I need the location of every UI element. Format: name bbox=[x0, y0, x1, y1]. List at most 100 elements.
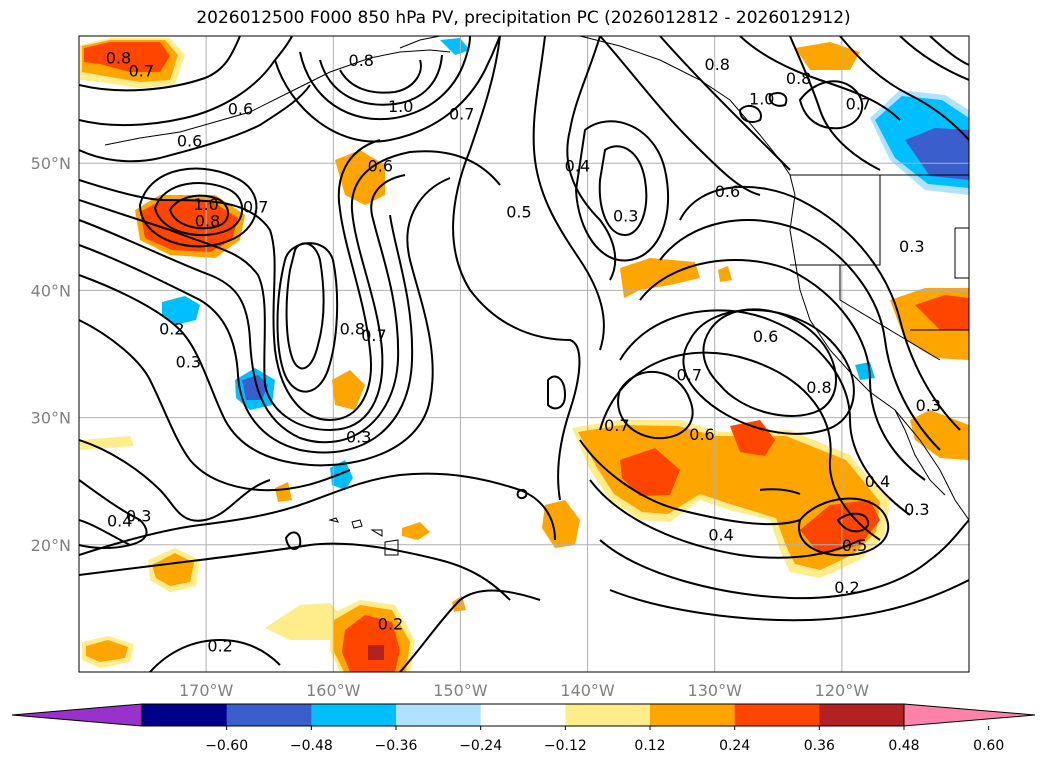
longitude-labels: 170°W 160°W 150°W 140°W 130°W 120°W bbox=[179, 681, 869, 700]
map-panel: 0.80.70.60.61.00.80.70.20.30.80.70.30.40… bbox=[78, 35, 970, 673]
contour-label: 0.3 bbox=[176, 353, 201, 372]
contour-label-text: 0.3 bbox=[346, 428, 371, 447]
colorbar-segment bbox=[311, 704, 397, 726]
contour-label: 0.6 bbox=[368, 157, 393, 176]
contour-label-text: 0.6 bbox=[228, 100, 253, 119]
latitude-labels: 20°N 30°N 40°N 50°N bbox=[31, 154, 71, 555]
contour-label: 0.6 bbox=[753, 327, 778, 346]
contour-label-text: 0.2 bbox=[834, 578, 859, 597]
colorbar-extend-low bbox=[11, 703, 143, 727]
precip-blob bbox=[572, 420, 890, 578]
contour-label: 0.8 bbox=[349, 51, 374, 70]
colorbar-tick-label: 0.48 bbox=[888, 738, 919, 754]
colorbar-tick-label: −0.60 bbox=[205, 738, 248, 754]
contour-label: 0.7 bbox=[129, 61, 154, 80]
colorbar-segment bbox=[396, 704, 482, 726]
contour-label: 0.8 bbox=[806, 378, 831, 397]
contour-label: 0.3 bbox=[899, 237, 924, 256]
contour-label-text: 1.0 bbox=[388, 97, 413, 116]
contour-label: 0.6 bbox=[228, 100, 253, 119]
precip-blob bbox=[265, 600, 415, 672]
contour-label: 0.8 bbox=[705, 55, 730, 74]
contour-label-text: 0.4 bbox=[708, 526, 733, 545]
contour-label: 0.4 bbox=[708, 526, 733, 545]
colorbar-segment bbox=[650, 704, 736, 726]
contour-label: 0.6 bbox=[177, 131, 202, 150]
lon-tick-label: 150°W bbox=[433, 681, 488, 700]
contour-label: 0.4 bbox=[865, 472, 890, 491]
contour-label-text: 0.6 bbox=[177, 131, 202, 150]
contour-label-text: 0.7 bbox=[361, 326, 386, 345]
contour-label: 0.6 bbox=[715, 182, 740, 201]
colorbar-tick-label: −0.36 bbox=[375, 738, 418, 754]
precip-blob bbox=[542, 500, 580, 548]
lat-tick-label: 50°N bbox=[31, 154, 71, 173]
lat-tick-label: 20°N bbox=[31, 536, 71, 555]
colorbar-tick-label: 0.60 bbox=[973, 738, 1004, 754]
colorbar-tick-label: −0.48 bbox=[290, 738, 333, 754]
lon-tick-label: 130°W bbox=[688, 681, 743, 700]
contour-label-text: 0.2 bbox=[207, 636, 232, 655]
lon-tick-label: 120°W bbox=[815, 681, 870, 700]
contour-label-text: 0.7 bbox=[846, 94, 871, 113]
colorbar-segment bbox=[226, 704, 312, 726]
contour-label: 0.7 bbox=[604, 416, 629, 435]
contour-label-text: 0.6 bbox=[715, 182, 740, 201]
contour-label-text: 0.3 bbox=[916, 396, 941, 415]
contour-label-text: 0.3 bbox=[176, 353, 201, 372]
pv-contours bbox=[79, 36, 969, 672]
lon-tick-label: 140°W bbox=[560, 681, 615, 700]
contour-label-text: 0.8 bbox=[786, 69, 811, 88]
precip-blob bbox=[795, 42, 860, 70]
contour-label: 0.3 bbox=[346, 428, 371, 447]
precip-blob bbox=[82, 636, 134, 668]
contour-label-text: 0.5 bbox=[842, 536, 867, 555]
contour-label: 0.6 bbox=[689, 425, 714, 444]
coastlines bbox=[104, 36, 969, 556]
colorbar-tick-label: 0.24 bbox=[719, 738, 750, 754]
colorbar-frame bbox=[141, 703, 905, 727]
contour-label-text: 0.6 bbox=[368, 157, 393, 176]
contour-label: 0.2 bbox=[834, 578, 859, 597]
contour-label-text: 0.8 bbox=[349, 51, 374, 70]
colorbar: −0.60 −0.48 −0.36 −0.24 −0.12 0.12 0.24 0.36 0.4… bbox=[11, 703, 1036, 754]
contour-label-text: 1.0 bbox=[749, 89, 774, 108]
precip-blob bbox=[80, 38, 185, 88]
contour-label: 0.7 bbox=[361, 326, 386, 345]
contour-label: 1.0 bbox=[388, 97, 413, 116]
contour-label: 0.7 bbox=[677, 365, 702, 384]
contour-label-text: 0.5 bbox=[506, 203, 531, 222]
map-frame bbox=[78, 35, 970, 673]
contour-label-text: 0.7 bbox=[677, 365, 702, 384]
contour-label: 0.5 bbox=[506, 203, 531, 222]
contour-label-text: 0.2 bbox=[378, 615, 403, 634]
contour-label-text: 0.4 bbox=[107, 512, 132, 531]
contour-labels: 0.80.70.60.61.00.80.70.20.30.80.70.30.40… bbox=[106, 49, 941, 656]
colorbar-tick-label: 0.36 bbox=[804, 738, 835, 754]
contour-label: 0.2 bbox=[159, 320, 184, 339]
contour-label-text: 0.8 bbox=[806, 378, 831, 397]
contour-label-text: 0.8 bbox=[340, 320, 365, 339]
contour-label-text: 0.8 bbox=[705, 55, 730, 74]
precip-blob bbox=[80, 436, 134, 450]
colorbar-segment bbox=[734, 704, 820, 726]
contour-label-text: 1.0 bbox=[193, 195, 218, 214]
contour-label-text: 0.8 bbox=[195, 211, 220, 230]
lat-tick-label: 30°N bbox=[31, 409, 71, 428]
contour-label: 0.7 bbox=[243, 197, 268, 216]
contour-label: 0.4 bbox=[107, 512, 132, 531]
precip-blob bbox=[332, 370, 365, 410]
contour-label: 0.8 bbox=[340, 320, 365, 339]
contour-label-text: 0.3 bbox=[899, 237, 924, 256]
contour-label-text: 0.4 bbox=[865, 472, 890, 491]
colorbar-segment bbox=[819, 704, 905, 726]
contour-label: 1.0 bbox=[193, 195, 218, 214]
contour-label: 0.2 bbox=[378, 615, 403, 634]
precip-blob bbox=[620, 258, 700, 298]
colorbar-tick-label: −0.12 bbox=[544, 738, 587, 754]
contour-label-text: 0.7 bbox=[449, 105, 474, 124]
contour-label: 0.5 bbox=[842, 536, 867, 555]
precip-blob bbox=[162, 296, 200, 325]
contour-label: 0.7 bbox=[449, 105, 474, 124]
